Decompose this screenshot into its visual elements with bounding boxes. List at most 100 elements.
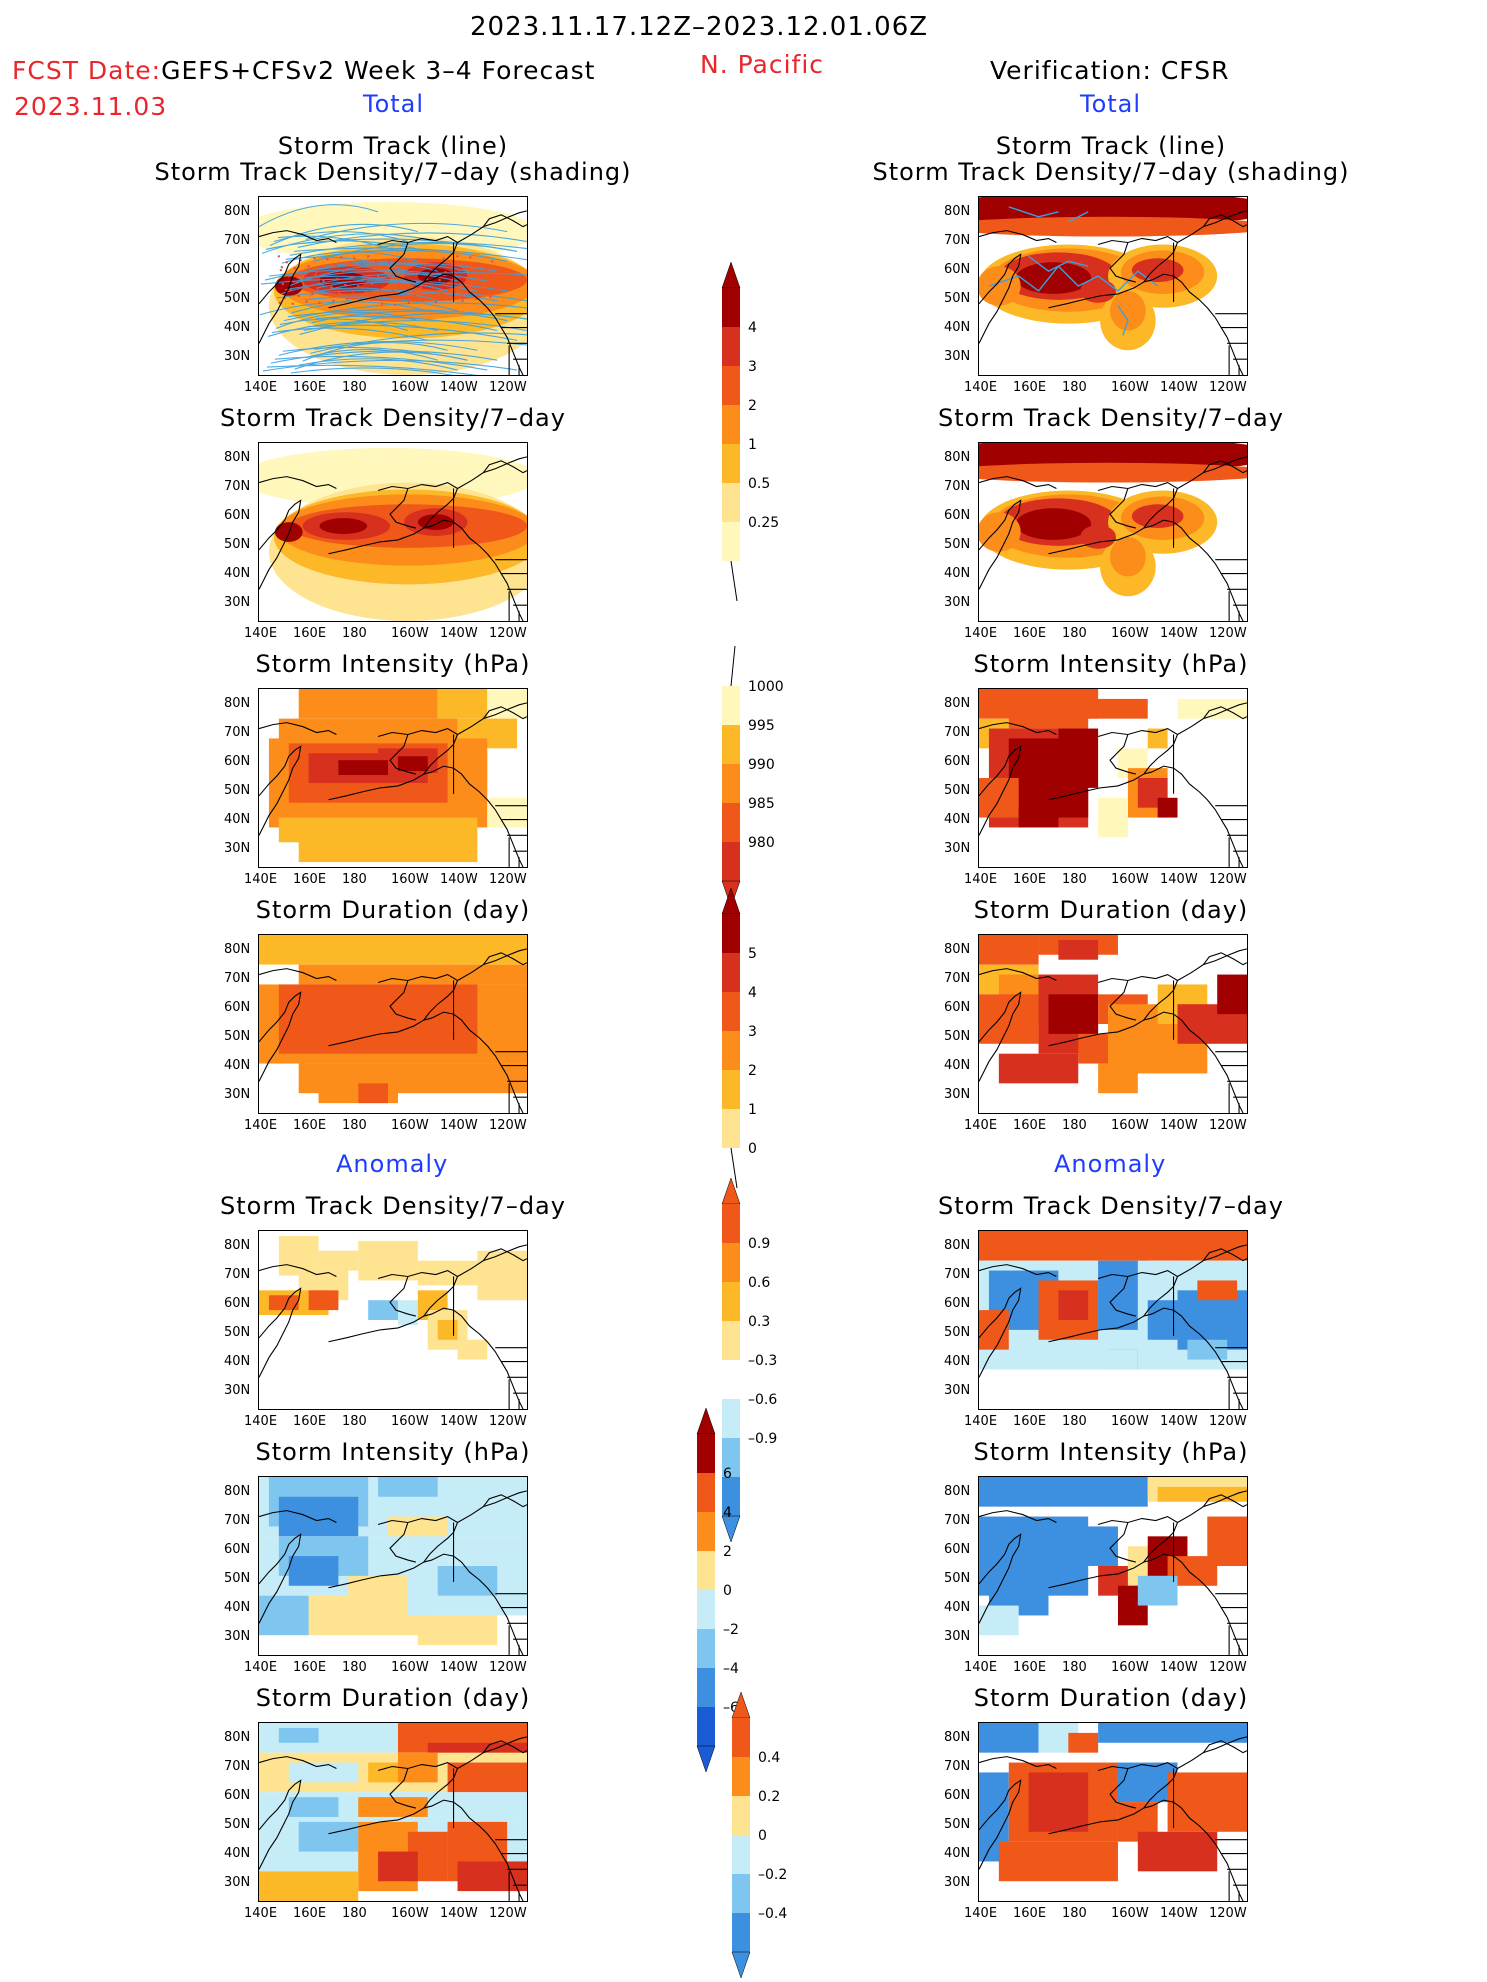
- colorbar-label: 2: [723, 1544, 732, 1560]
- lat-label: 50N: [224, 537, 251, 552]
- lat-label: 60N: [944, 1542, 971, 1557]
- lon-label: 120W: [489, 872, 527, 887]
- verification-track-line: [978, 196, 1248, 376]
- lon-label: 180: [342, 872, 367, 887]
- lat-label: 70N: [224, 1513, 251, 1528]
- lat-label: 60N: [944, 262, 971, 277]
- title-track-shading-left: Storm Track Density/7–day (shading): [154, 158, 632, 186]
- lon-label: 160E: [1013, 872, 1047, 887]
- lon-label: 120W: [1209, 380, 1247, 395]
- lat-label: 30N: [944, 1629, 971, 1644]
- lat-label: 30N: [224, 1087, 251, 1102]
- lat-label: 70N: [224, 725, 251, 740]
- colorbar-label: 0: [758, 1828, 767, 1844]
- colorbar-density-anomaly: 0.9 0.6 0.3 –0.3 –0.6 –0.9: [721, 1177, 832, 1546]
- lat-label: 40N: [224, 1354, 251, 1369]
- title-duration-anom-right: Storm Duration (day): [973, 1684, 1249, 1712]
- colorbar-label: 4: [748, 985, 757, 1001]
- lon-label: 140W: [440, 380, 478, 395]
- lon-label: 160E: [293, 626, 327, 641]
- lon-label: 140W: [1160, 1906, 1198, 1921]
- lat-label: 60N: [224, 1788, 251, 1803]
- lon-label: 140E: [964, 1906, 998, 1921]
- forecast-duration-anomaly: [258, 1722, 528, 1902]
- fcst-date: 2023.11.03: [14, 92, 168, 121]
- lat-label: 40N: [944, 1600, 971, 1615]
- colorbar-label: 5: [748, 946, 757, 962]
- lat-label: 30N: [224, 1383, 251, 1398]
- lat-label: 70N: [944, 479, 971, 494]
- title-duration-left: Storm Duration (day): [255, 896, 531, 924]
- verification-intensity: [978, 688, 1248, 868]
- lon-label: 140W: [440, 1906, 478, 1921]
- colorbar-label: 0.4: [758, 1750, 780, 1766]
- fcst-date-label: FCST Date:GEFS+CFSv2 Week 3–4 Forecast: [12, 56, 595, 85]
- lon-label: 140E: [964, 380, 998, 395]
- lon-label: 140W: [440, 1118, 478, 1133]
- colorbar-label: 0.5: [748, 476, 770, 492]
- lat-label: 30N: [944, 595, 971, 610]
- title-duration-right: Storm Duration (day): [973, 896, 1249, 924]
- lon-label: 160W: [391, 1660, 429, 1675]
- verification-duration: [978, 934, 1248, 1114]
- lon-label: 120W: [489, 1906, 527, 1921]
- title-intensity-anom-left: Storm Intensity (hPa): [255, 1438, 531, 1466]
- colorbar-label: –0.9: [748, 1431, 777, 1447]
- lon-label: 160W: [391, 1414, 429, 1429]
- lon-label: 120W: [489, 380, 527, 395]
- lon-label: 140E: [244, 872, 278, 887]
- region-title: N. Pacific: [700, 50, 825, 79]
- fcst-model: GEFS+CFSv2 Week 3–4 Forecast: [161, 56, 596, 85]
- colorbar-label: 0: [723, 1583, 732, 1599]
- lon-label: 180: [342, 1906, 367, 1921]
- verification-duration-anomaly: [978, 1722, 1248, 1902]
- colorbar-label: 2: [748, 1063, 757, 1079]
- lat-label: 80N: [224, 696, 251, 711]
- colorbar-label: 1: [748, 1102, 757, 1118]
- lat-label: 40N: [944, 1846, 971, 1861]
- lon-label: 120W: [489, 626, 527, 641]
- lon-label: 160E: [1013, 380, 1047, 395]
- title-duration-anom-left: Storm Duration (day): [255, 1684, 531, 1712]
- lat-label: 40N: [224, 812, 251, 827]
- title-intensity-right: Storm Intensity (hPa): [973, 650, 1249, 678]
- verification-intensity-anomaly: [978, 1476, 1248, 1656]
- colorbar-label: 3: [748, 1024, 757, 1040]
- lon-label: 180: [1062, 1906, 1087, 1921]
- lat-label: 60N: [224, 508, 251, 523]
- lon-label: 160E: [1013, 1118, 1047, 1133]
- lon-label: 160W: [1111, 1118, 1149, 1133]
- lat-label: 50N: [944, 1571, 971, 1586]
- forecast-density-anomaly: [258, 1230, 528, 1410]
- lat-label: 80N: [224, 1730, 251, 1745]
- lon-label: 160E: [293, 380, 327, 395]
- lon-label: 120W: [1209, 872, 1247, 887]
- lat-label: 80N: [224, 1484, 251, 1499]
- lon-label: 120W: [489, 1118, 527, 1133]
- lat-label: 60N: [224, 262, 251, 277]
- colorbar-label: 990: [748, 757, 775, 773]
- lon-label: 180: [1062, 1660, 1087, 1675]
- lon-label: 180: [1062, 872, 1087, 887]
- lat-label: 70N: [224, 971, 251, 986]
- lat-label: 30N: [944, 1875, 971, 1890]
- lon-label: 180: [1062, 1118, 1087, 1133]
- verification-density: [978, 442, 1248, 622]
- lon-label: 160E: [293, 1906, 327, 1921]
- total-left-heading: Total: [363, 90, 425, 118]
- lat-label: 50N: [224, 291, 251, 306]
- lat-label: 30N: [944, 1087, 971, 1102]
- lon-label: 180: [1062, 1414, 1087, 1429]
- lon-label: 140W: [1160, 1660, 1198, 1675]
- lat-label: 50N: [944, 1817, 971, 1832]
- lon-label: 180: [342, 1118, 367, 1133]
- lon-label: 180: [342, 626, 367, 641]
- lat-label: 70N: [224, 233, 251, 248]
- lat-label: 50N: [224, 783, 251, 798]
- colorbar-label: 0: [748, 1141, 757, 1157]
- lat-label: 50N: [224, 1571, 251, 1586]
- colorbar-intensity-total: 1000 995 990 985 980: [721, 645, 832, 911]
- colorbar-label: 6: [723, 1466, 732, 1482]
- lat-label: 30N: [224, 349, 251, 364]
- lon-label: 160E: [1013, 1906, 1047, 1921]
